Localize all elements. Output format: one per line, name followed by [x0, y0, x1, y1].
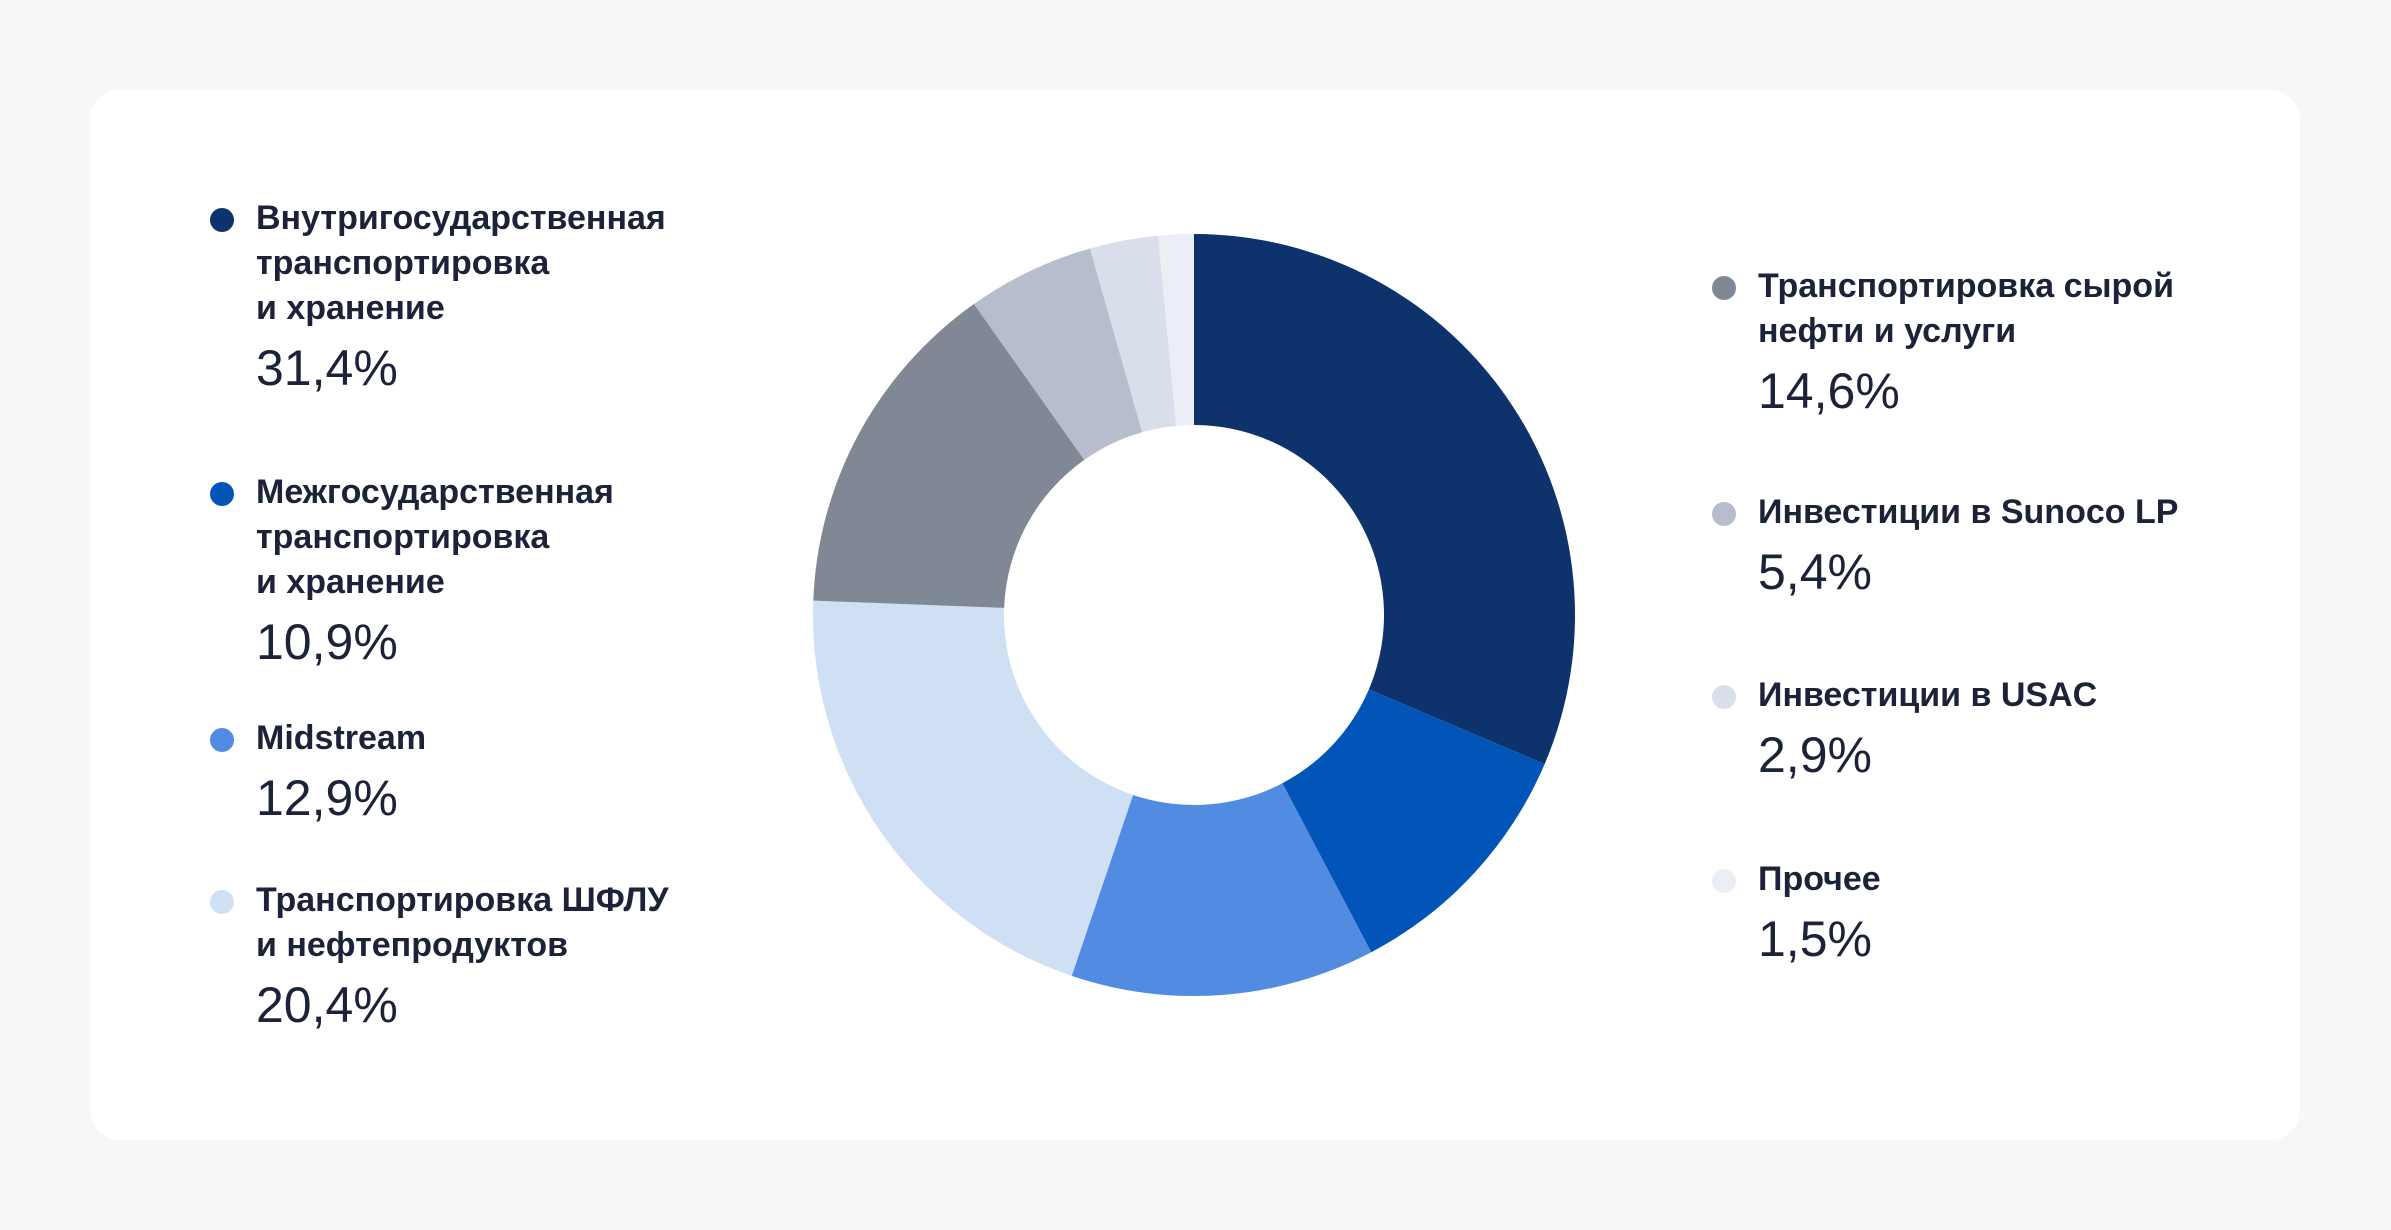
legend-value-midstream: 12,9% — [256, 770, 398, 826]
legend-value-sunoco: 5,4% — [1758, 544, 1872, 600]
legend-label-sunoco: Инвестиции в Sunoco LP — [1758, 493, 2179, 531]
legend-dot-crude — [1712, 276, 1736, 300]
legend-label-other: Прочее — [1758, 860, 1881, 898]
legend-label-usac: Инвестиции в USAC — [1758, 676, 2098, 714]
legend-dot-ngl — [210, 890, 234, 914]
legend-dot-domestic — [210, 208, 234, 232]
legend-item-crude: Транспортировка сырой нефти и услуги 14,… — [1712, 264, 2298, 422]
legend-label-ngl: Транспортировка ШФЛУ и нефтепродуктов — [256, 881, 669, 964]
legend-item-ngl: Транспортировка ШФЛУ и нефтепродуктов 20… — [210, 878, 796, 1036]
legend-dot-sunoco — [1712, 502, 1736, 526]
legend-dot-midstream — [210, 728, 234, 752]
legend-item-usac: Инвестиции в USAC 2,9% — [1712, 673, 2298, 786]
legend-item-interstate: Межгосударственная транспортировка и хра… — [210, 470, 796, 673]
legend-value-domestic: 31,4% — [256, 340, 398, 396]
legend-value-crude: 14,6% — [1758, 363, 1900, 419]
legend-item-sunoco: Инвестиции в Sunoco LP 5,4% — [1712, 490, 2298, 603]
legend-value-ngl: 20,4% — [256, 977, 398, 1033]
legend-label-interstate: Межгосударственная транспортировка и хра… — [256, 473, 614, 601]
legend-dot-interstate — [210, 482, 234, 506]
legend-dot-usac — [1712, 685, 1736, 709]
legend-value-other: 1,5% — [1758, 911, 1872, 967]
legend-label-domestic: Внутригосударственная транспортировка и … — [256, 199, 666, 327]
legend-item-domestic: Внутригосударственная транспортировка и … — [210, 196, 796, 399]
legend-dot-other — [1712, 869, 1736, 893]
legend-label-crude: Транспортировка сырой нефти и услуги — [1758, 267, 2174, 350]
legend-label-midstream: Midstream — [256, 719, 427, 757]
legend-value-interstate: 10,9% — [256, 614, 398, 670]
legend-item-midstream: Midstream 12,9% — [210, 716, 796, 829]
legend-value-usac: 2,9% — [1758, 727, 1872, 783]
legend-item-other: Прочее 1,5% — [1712, 857, 2298, 970]
